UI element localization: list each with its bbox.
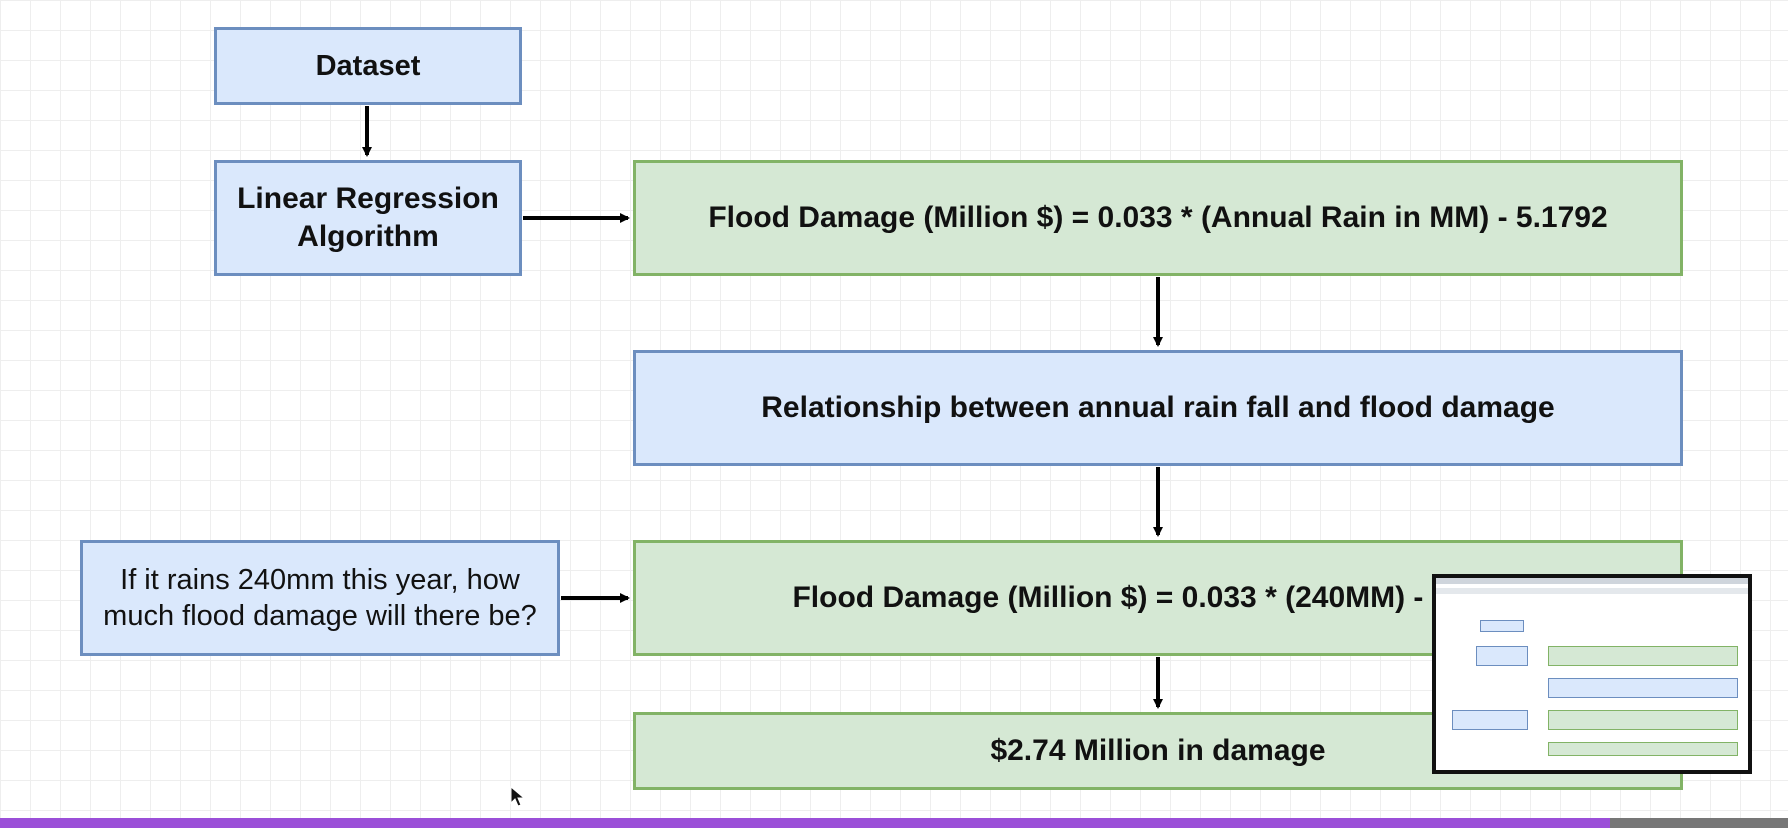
linear-regression-label: Linear Regression Algorithm bbox=[237, 180, 499, 256]
linear-regression-label-line1: Linear Regression bbox=[237, 182, 499, 215]
question-label: If it rains 240mm this year, how much fl… bbox=[103, 564, 537, 632]
thumbnail-toolbar bbox=[1436, 578, 1748, 584]
question-node[interactable]: If it rains 240mm this year, how much fl… bbox=[80, 540, 560, 656]
relationship-label: Relationship between annual rain fall an… bbox=[761, 391, 1555, 424]
dataset-label: Dataset bbox=[315, 49, 421, 82]
thumbnail-node bbox=[1548, 646, 1738, 666]
dataset-node[interactable]: Dataset bbox=[214, 27, 522, 105]
thumbnail-tabbar bbox=[1436, 588, 1748, 594]
thumbnail-node bbox=[1548, 710, 1738, 730]
relationship-node[interactable]: Relationship between annual rain fall an… bbox=[633, 350, 1683, 466]
thumbnail-node bbox=[1548, 742, 1738, 756]
thumbnail-preview[interactable] bbox=[1432, 574, 1752, 774]
calculation-label: Flood Damage (Million $) = 0.033 * (240M… bbox=[792, 581, 1524, 614]
formula-label: Flood Damage (Million $) = 0.033 * (Annu… bbox=[708, 201, 1608, 234]
formula-node[interactable]: Flood Damage (Million $) = 0.033 * (Annu… bbox=[633, 160, 1683, 276]
thumbnail-node bbox=[1476, 646, 1528, 666]
linear-regression-label-line2: Algorithm bbox=[297, 220, 439, 253]
thumbnail-node bbox=[1480, 620, 1524, 632]
result-label: $2.74 Million in damage bbox=[990, 734, 1326, 767]
linear-regression-node[interactable]: Linear Regression Algorithm bbox=[214, 160, 522, 276]
thumbnail-node bbox=[1548, 678, 1738, 698]
mouse-cursor-icon bbox=[510, 786, 526, 807]
thumbnail-node bbox=[1452, 710, 1528, 730]
progress-bar-remaining bbox=[1610, 818, 1788, 828]
progress-bar[interactable] bbox=[0, 818, 1788, 828]
